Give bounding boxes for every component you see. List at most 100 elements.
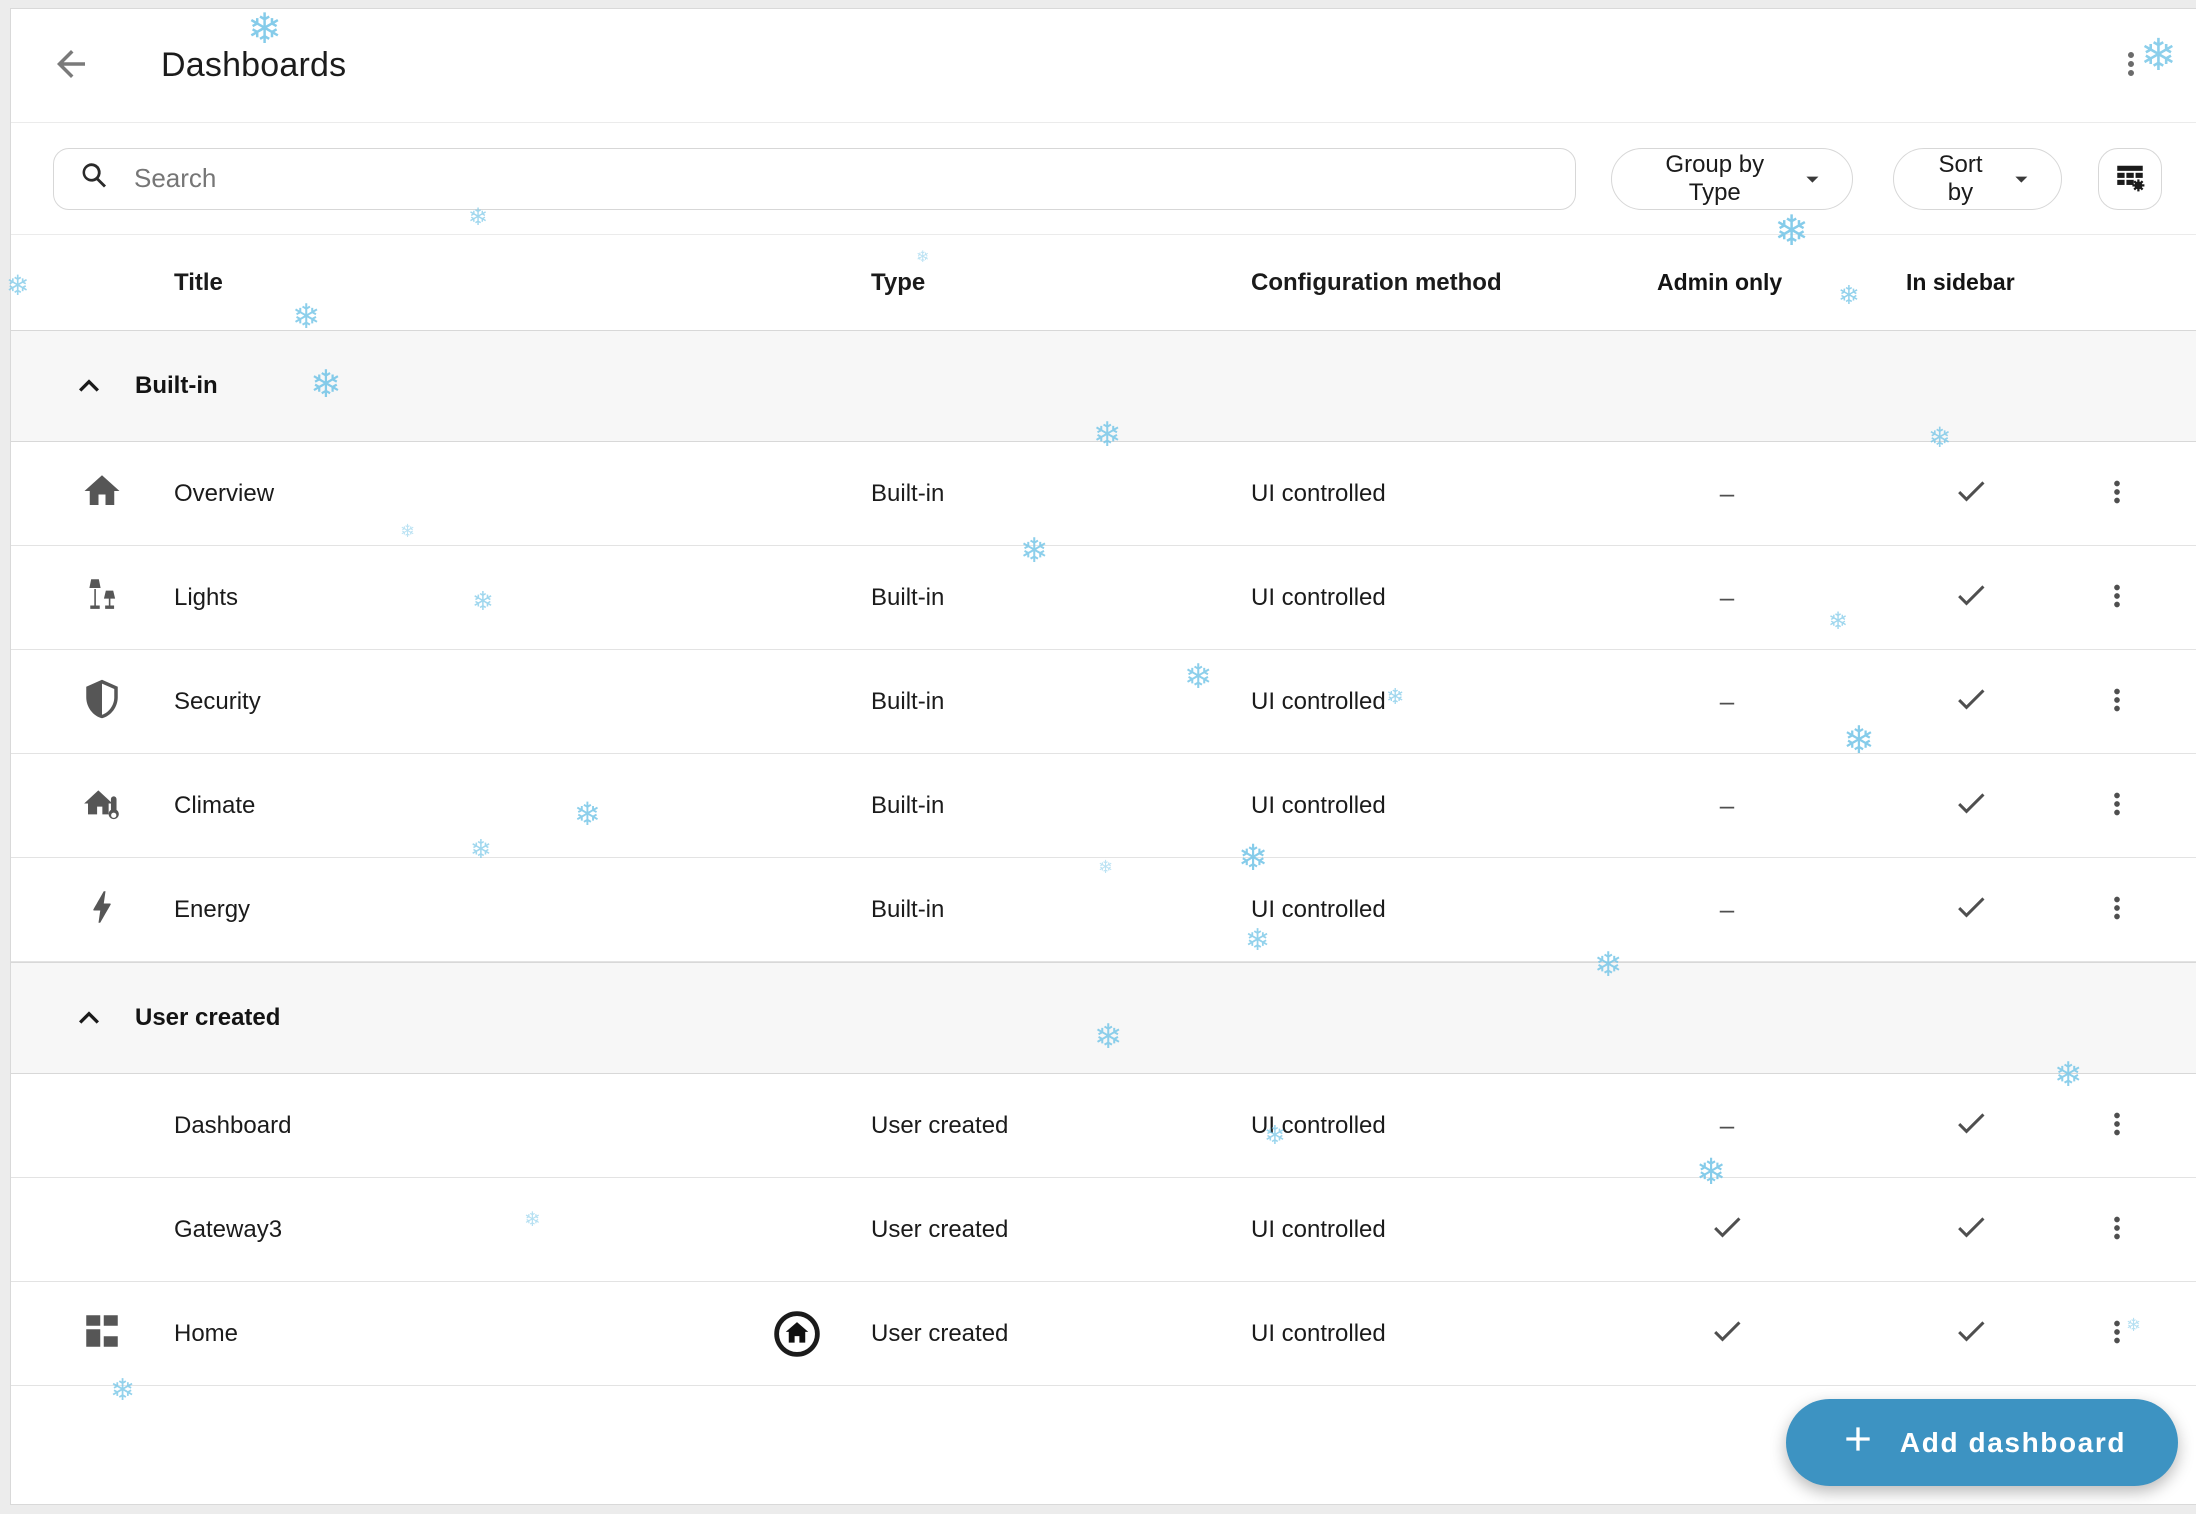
row-title: Dashboard [174, 1111, 292, 1139]
chevron-down-icon [1805, 176, 1818, 183]
row-in-sidebar-cell [1906, 889, 2036, 930]
row-config-cell: UI controlled [1251, 1111, 1386, 1139]
chevron-down-icon [2014, 176, 2027, 183]
row-config-cell: UI controlled [1251, 583, 1386, 611]
group-by-button[interactable]: Group by Type [1611, 147, 1854, 210]
group-label: User created [135, 1004, 281, 1031]
row-admin-only-cell: – [1657, 582, 1797, 613]
search-box[interactable] [53, 147, 1576, 210]
dots-vertical-icon [2100, 1107, 2134, 1144]
row-admin-only-cell: – [1657, 478, 1797, 509]
row-overflow-menu-button[interactable] [2093, 1310, 2141, 1358]
check-icon [1958, 1217, 1985, 1238]
table-row-energy[interactable]: Energy Built-in UI controlled – [11, 858, 2196, 962]
table-row-lights[interactable]: Lights Built-in UI controlled – [11, 546, 2196, 650]
column-header-title[interactable]: Title [174, 268, 223, 296]
column-header-configuration-method[interactable]: Configuration method [1251, 268, 1502, 296]
group-header-row-built-in[interactable]: Built-in [11, 330, 2196, 442]
row-admin-only-cell [1657, 1313, 1797, 1354]
row-admin-only-cell: – [1657, 1110, 1797, 1141]
dots-vertical-icon [2100, 891, 2134, 928]
view-dashboard-icon [81, 1310, 123, 1357]
row-title-cell: Overview [174, 480, 871, 508]
row-in-sidebar-cell [1906, 1105, 2036, 1146]
table-header-row: Title Type Configuration method Admin on… [11, 235, 2196, 330]
column-header-admin-only[interactable]: Admin only [1657, 269, 1783, 295]
row-title: Gateway3 [174, 1215, 283, 1243]
row-icon-cell [63, 470, 141, 517]
dash-symbol: – [1719, 790, 1735, 820]
row-icon-cell [63, 1310, 141, 1357]
row-type-cell: Built-in [871, 583, 945, 611]
shield-half-icon [81, 678, 123, 725]
home-icon [81, 470, 123, 517]
table-row-dashboard[interactable]: Dashboard User created UI controlled – [11, 1074, 2196, 1178]
row-title: Lights [174, 583, 239, 611]
row-in-sidebar-cell [1906, 785, 2036, 826]
sort-by-button[interactable]: Sort by [1893, 147, 2063, 210]
column-header-type[interactable]: Type [871, 268, 926, 296]
row-icon-cell [63, 574, 141, 621]
column-header-in-sidebar[interactable]: In sidebar [1906, 269, 2015, 295]
row-type-cell: User created [871, 1111, 1009, 1139]
check-icon [1958, 1321, 1985, 1342]
row-overflow-menu-button[interactable] [2093, 1102, 2141, 1150]
dash-symbol: – [1719, 478, 1735, 508]
row-overflow-menu-button[interactable] [2093, 574, 2141, 622]
chevron-up-icon [79, 1011, 99, 1024]
arrow-left-icon [50, 43, 92, 88]
row-config-cell: UI controlled [1251, 1215, 1386, 1243]
row-in-sidebar-cell [1906, 473, 2036, 514]
row-overflow-menu-button[interactable] [2093, 886, 2141, 934]
home-thermometer-icon [81, 782, 123, 829]
dots-vertical-icon [2113, 46, 2149, 85]
row-overflow-menu-button[interactable] [2093, 470, 2141, 518]
row-icon-cell [63, 782, 141, 829]
row-overflow-menu-button[interactable] [2093, 1206, 2141, 1254]
add-dashboard-button[interactable]: Add dashboard [1786, 1399, 2178, 1486]
table-row-gateway3[interactable]: Gateway3 User created UI controlled [11, 1178, 2196, 1282]
check-icon [1958, 1113, 1985, 1134]
plus-icon [1838, 1419, 1900, 1466]
group-by-label: Group by Type [1665, 150, 1765, 206]
group-header-row-user-created[interactable]: User created [11, 962, 2196, 1074]
row-title-cell: Security [174, 688, 871, 716]
row-type-cell: Built-in [871, 895, 945, 923]
dash-symbol: – [1719, 894, 1735, 924]
check-icon [1714, 1321, 1741, 1342]
table-cog-icon [2112, 159, 2148, 198]
back-button[interactable] [41, 36, 101, 96]
check-icon [1958, 689, 1985, 710]
row-overflow-menu-button[interactable] [2093, 782, 2141, 830]
table-row-climate[interactable]: Climate Built-in UI controlled – [11, 754, 2196, 858]
row-type-cell: Built-in [871, 479, 945, 507]
row-overflow-menu-button[interactable] [2093, 678, 2141, 726]
row-title-cell: Gateway3 [174, 1216, 871, 1244]
row-title-cell: Climate [174, 792, 871, 820]
add-dashboard-label: Add dashboard [1899, 1426, 2127, 1458]
row-in-sidebar-cell [1906, 1313, 2036, 1354]
dash-symbol: – [1719, 1110, 1735, 1140]
lamps-icon [81, 574, 123, 621]
row-title-cell: Home [174, 1308, 871, 1360]
check-icon [1958, 793, 1985, 814]
overflow-menu-button[interactable] [2103, 38, 2159, 94]
toolbar: Group by Type Sort by [11, 123, 2196, 235]
row-type-cell: Built-in [871, 791, 945, 819]
row-config-cell: UI controlled [1251, 1319, 1386, 1347]
row-in-sidebar-cell [1906, 577, 2036, 618]
table-row-overview[interactable]: Overview Built-in UI controlled – [11, 442, 2196, 546]
dash-symbol: – [1719, 686, 1735, 716]
row-admin-only-cell: – [1657, 790, 1797, 821]
search-icon [78, 159, 112, 198]
table-row-home[interactable]: Home User created UI controlled [11, 1282, 2196, 1386]
page-title: Dashboards [161, 46, 347, 84]
row-title-cell: Energy [174, 896, 871, 924]
dash-symbol: – [1719, 582, 1735, 612]
check-icon [1958, 585, 1985, 606]
table-row-security[interactable]: Security Built-in UI controlled – [11, 650, 2196, 754]
row-title: Security [174, 687, 261, 715]
table-settings-button[interactable] [2098, 147, 2162, 210]
search-input[interactable] [134, 163, 1551, 194]
row-config-cell: UI controlled [1251, 479, 1386, 507]
